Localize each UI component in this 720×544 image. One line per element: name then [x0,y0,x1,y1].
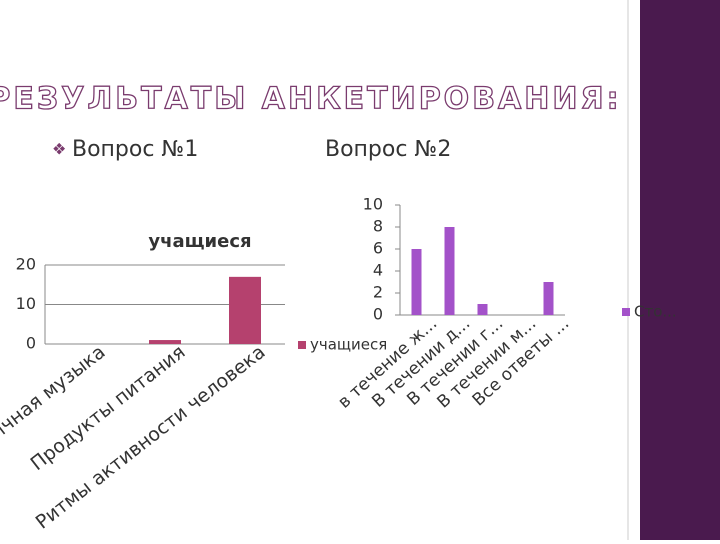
side-band [640,0,720,540]
bar [543,282,554,315]
bullet: Вопрос №2 [325,137,451,162]
y-tick-label: 0 [26,334,36,353]
y-tick-label: 20 [16,255,36,274]
y-tick-label: 8 [373,217,383,236]
y-tick-label: 6 [373,239,383,258]
bullet: Вопрос №1 [72,137,198,162]
y-tick-label: 10 [363,195,383,214]
bar [229,276,261,344]
y-tick-label: 10 [16,294,36,313]
y-tick-label: 4 [373,261,383,280]
bar [149,340,181,344]
slide-title: РЕЗУЛЬТАТЫ АНКЕТИРОВАНИЯ: [0,82,622,117]
bullet-icon: ❖ [52,140,66,159]
legend-label: учащиеся [310,336,387,354]
bar [444,227,455,315]
y-tick-label: 2 [373,283,383,302]
bar [411,249,422,315]
chart-title: учащиеся [148,231,251,252]
bar [477,304,488,315]
legend-swatch [298,341,306,349]
y-tick-label: 0 [373,305,383,324]
x-tick-label: Продукты питания [26,341,189,475]
legend-swatch [622,308,630,316]
legend-label: Сто... [634,303,677,321]
